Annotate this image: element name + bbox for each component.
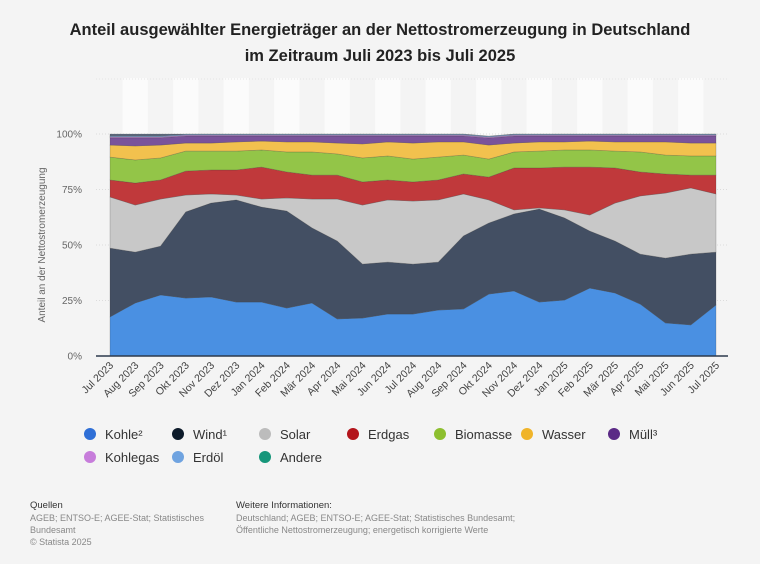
info-block: Weitere Informationen: Deutschland; AGEB… <box>236 500 515 536</box>
legend-label: Wind¹ <box>193 426 227 442</box>
chart-title-line-2: im Zeitraum Juli 2023 bis Juli 2025 <box>244 47 516 65</box>
chart-title-line-1: Anteil ausgewählter Energieträger an der… <box>69 21 691 39</box>
legend-label: Biomasse <box>455 426 513 442</box>
legend-marker-icon <box>84 428 96 440</box>
legend-item[interactable]: Kohlegas <box>84 448 159 466</box>
legend-marker-icon <box>84 451 96 463</box>
y-tick-label: 50% <box>62 241 82 252</box>
legend-marker-icon <box>347 428 359 440</box>
info-line: Öffentliche Nettostromerzeugung; energet… <box>236 525 489 535</box>
info-line: Deutschland; AGEB; ENTSO-E; AGEE-Stat; S… <box>236 513 516 523</box>
legend-item[interactable]: Biomasse <box>434 425 512 443</box>
area-wind <box>109 199 717 326</box>
y-tick-labels: 0% 25% 50% 75% 100% <box>56 130 82 363</box>
legend-label: Andere <box>280 449 322 465</box>
legend-item[interactable]: Solar <box>259 425 310 443</box>
sources-block: Quellen AGEB; ENTSO-E; AGEE-Stat; Statis… <box>30 500 204 548</box>
legend-marker-icon <box>608 428 620 440</box>
legend-item[interactable]: Kohle² <box>84 425 143 443</box>
legend-label: Solar <box>280 426 311 442</box>
legend-item[interactable]: Wind¹ <box>172 425 227 443</box>
sources-line: AGEB; ENTSO-E; AGEE-Stat; Statistisches <box>30 513 205 523</box>
legend-label: Kohlegas <box>105 449 160 465</box>
area-biomasse <box>109 149 717 184</box>
y-tick-label: 0% <box>68 352 83 363</box>
area-andere <box>109 133 717 137</box>
legend-item[interactable]: Andere <box>259 448 322 466</box>
legend-marker-icon <box>521 428 533 440</box>
sources-line: Bundesamt <box>30 525 76 535</box>
legend-item[interactable]: Wasser <box>521 425 586 443</box>
legend-label: Kohle² <box>105 426 143 442</box>
legend-label: Wasser <box>542 426 586 442</box>
legend-marker-icon <box>259 428 271 440</box>
legend-marker-icon <box>172 451 184 463</box>
legend-marker-icon <box>434 428 446 440</box>
legend-item[interactable]: Müll³ <box>608 425 657 443</box>
y-axis-label: Anteil an der Nettostromerzeugung <box>37 167 48 322</box>
legend-label: Erdöl <box>193 449 224 465</box>
legend-item[interactable]: Erdgas <box>347 425 409 443</box>
legend-marker-icon <box>259 451 271 463</box>
info-heading: Weitere Informationen: <box>236 500 332 511</box>
legend-label: Erdgas <box>368 426 410 442</box>
legend-marker-icon <box>172 428 184 440</box>
area-series <box>96 133 728 357</box>
legend-label: Müll³ <box>629 426 658 442</box>
copyright: © Statista 2025 <box>30 537 92 547</box>
chart-title: Anteil ausgewählter Energieträger an der… <box>0 17 760 69</box>
y-tick-label: 25% <box>62 296 82 307</box>
y-tick-label: 75% <box>62 185 82 196</box>
legend-item[interactable]: Erdöl <box>172 448 223 466</box>
y-tick-label: 100% <box>56 130 82 141</box>
sources-heading: Quellen <box>30 500 63 511</box>
